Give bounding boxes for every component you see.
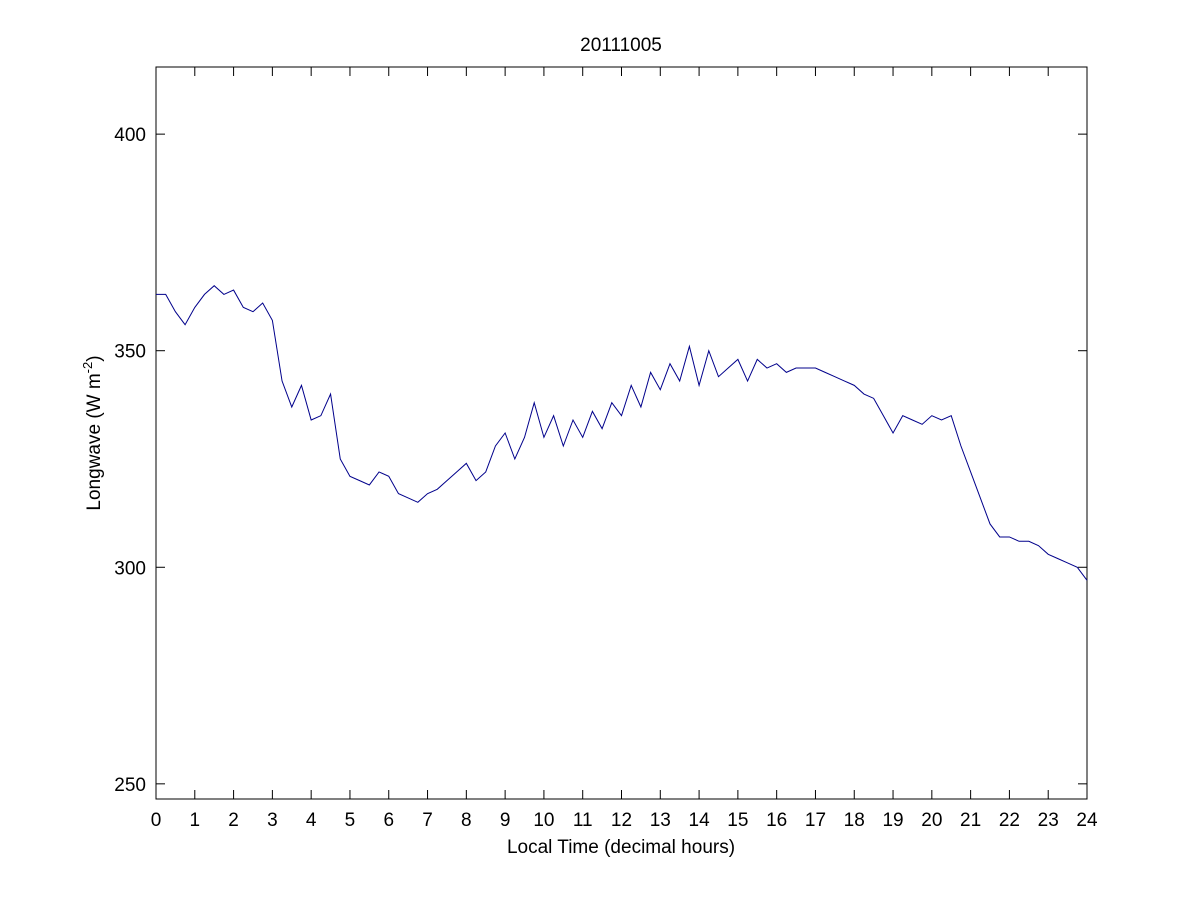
x-tick-label: 18: [844, 810, 865, 831]
y-axis-label-end: ): [84, 355, 105, 361]
x-tick-label: 1: [190, 810, 201, 831]
x-tick-label: 8: [461, 810, 472, 831]
x-tick-label: 15: [727, 810, 748, 831]
x-tick-label: 5: [345, 810, 356, 831]
x-axis-label: Local Time (decimal hours): [507, 837, 735, 858]
x-tick-label: 23: [1038, 810, 1059, 831]
x-tick-label: 16: [766, 810, 787, 831]
y-tick-label: 400: [114, 125, 146, 146]
x-tick-label: 14: [689, 810, 711, 831]
x-tick-label: 0: [151, 810, 162, 831]
y-tick-label: 300: [114, 558, 146, 579]
x-tick-label: 17: [805, 810, 826, 831]
y-axis-label: Longwave (W m-2): [80, 355, 105, 510]
x-tick-label: 24: [1076, 810, 1098, 831]
x-tick-label: 6: [383, 810, 394, 831]
x-tick-label: 10: [533, 810, 554, 831]
x-tick-label: 4: [306, 810, 317, 831]
y-axis-label-text: Longwave (W m: [84, 373, 105, 510]
x-tick-label: 7: [422, 810, 433, 831]
x-tick-label: 20: [921, 810, 942, 831]
x-tick-label: 9: [500, 810, 511, 831]
x-tick-label: 2: [228, 810, 239, 831]
x-tick-label: 3: [267, 810, 278, 831]
x-tick-label: 19: [882, 810, 903, 831]
x-tick-label: 21: [960, 810, 981, 831]
x-tick-label: 12: [611, 810, 632, 831]
y-tick-label: 250: [114, 775, 146, 796]
x-tick-label: 22: [999, 810, 1020, 831]
x-tick-label: 11: [573, 810, 593, 831]
data-line: [156, 285, 1088, 581]
x-tick-label: 13: [650, 810, 671, 831]
y-axis-label-sup: -2: [80, 362, 95, 374]
y-tick-label: 350: [114, 342, 146, 363]
chart-title: 20111005: [580, 35, 662, 56]
